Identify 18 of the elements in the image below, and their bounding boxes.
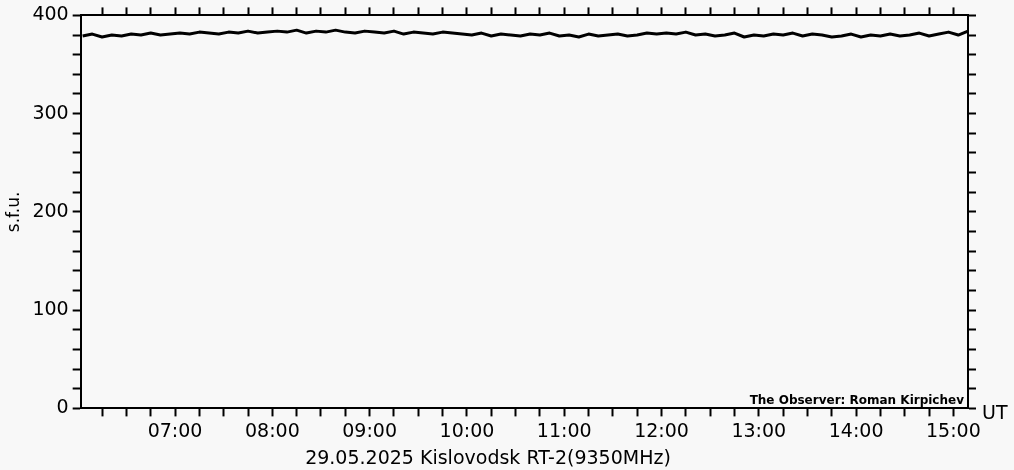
x-axis-title: UT	[982, 401, 1008, 424]
y-tick-label: 200	[32, 198, 69, 221]
y-tick-label: 100	[32, 297, 69, 320]
x-tick-label: 13:00	[731, 418, 787, 441]
x-tick-label: 07:00	[147, 418, 203, 441]
annotation: The Observer: Roman Kirpichev	[749, 392, 965, 407]
y-tick-label: 300	[32, 100, 69, 123]
x-tick-label: 14:00	[828, 418, 884, 441]
y-tick-label: 400	[32, 2, 69, 25]
y-axis-title: s.f.u.	[2, 191, 23, 233]
x-tick-label: 10:00	[439, 418, 495, 441]
x-tick-label: 12:00	[634, 418, 689, 441]
y-tick-label: 0	[56, 395, 69, 418]
x-tick-label: 11:00	[536, 418, 592, 441]
x-tick-label: 15:00	[926, 418, 981, 441]
text: 29.05.2025 Kislovodsk RT-2(9350MHz)	[305, 445, 671, 468]
x-tick-label: 08:00	[244, 418, 300, 441]
x-tick-label: 09:00	[342, 418, 398, 441]
